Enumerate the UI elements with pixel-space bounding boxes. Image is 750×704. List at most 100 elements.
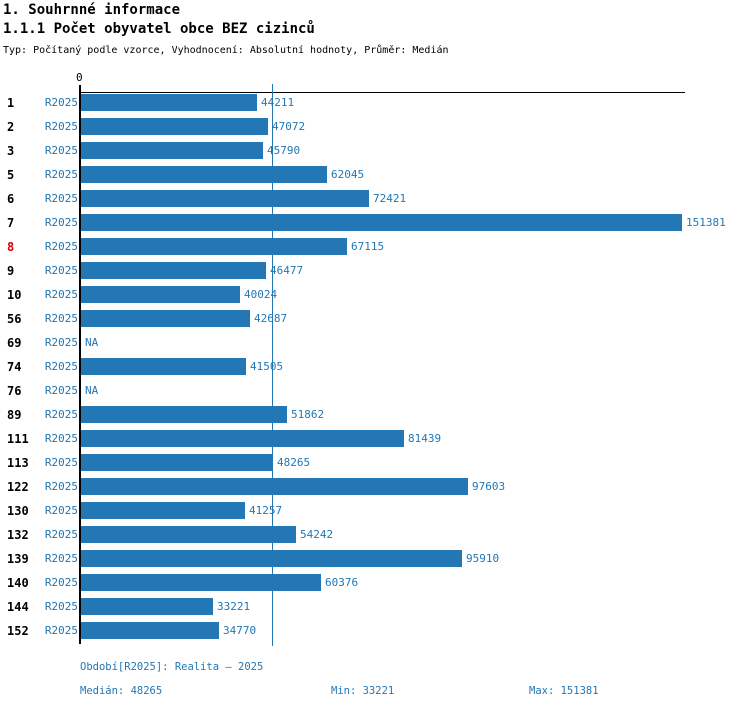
row-number-label: 76 [7,384,22,398]
value-bar [81,406,287,423]
footer-period-label: Období[R2025]: Realita – 2025 [80,661,264,673]
chart-row: 76 R2025 NA [0,379,750,403]
row-series-label: R2025 [44,360,78,373]
report-title: 1. Souhrnné informace [3,2,181,18]
row-number-label: 111 [7,432,29,446]
chart-row: 6 R2025 72421 [0,187,750,211]
value-bar [81,94,257,111]
row-number-label: 152 [7,624,29,638]
row-series-label: R2025 [44,504,78,517]
row-series-label: R2025 [44,552,78,565]
value-bar [81,358,246,375]
row-series-label: R2025 [44,168,78,181]
value-bar [81,142,263,159]
value-bar [81,574,321,591]
value-bar [81,166,327,183]
value-bar [81,478,468,495]
value-bar [81,238,347,255]
row-number-label: 144 [7,600,29,614]
bar-value-label: 40024 [244,288,278,301]
chart-row: 69 R2025 NA [0,331,750,355]
row-series-label: R2025 [44,480,78,493]
row-number-label: 130 [7,504,29,518]
chart-row: 7 R2025 151381 [0,211,750,235]
chart-row: 144 R2025 33221 [0,595,750,619]
bar-value-label: 81439 [408,432,442,445]
bar-value-label: 67115 [351,240,385,253]
bar-value-label: 51862 [291,408,325,421]
bar-value-label: 33221 [217,600,251,613]
bar-value-label: 95910 [466,552,500,565]
row-series-label: R2025 [44,120,78,133]
value-bar [81,502,245,519]
chart-row: 10 R2025 40024 [0,283,750,307]
bar-value-label: 34770 [223,624,257,637]
value-bar [81,454,273,471]
bar-value-label: 46477 [270,264,304,277]
row-series-label: R2025 [44,576,78,589]
row-series-label: R2025 [44,240,78,253]
row-series-label: R2025 [44,600,78,613]
row-series-label: R2025 [44,312,78,325]
bar-chart-rows: 1 R2025 44211 2 R2025 47072 3 R2025 45790 5 R2025 6… [0,91,750,643]
value-bar [81,310,250,327]
chart-row: 9 R2025 46477 [0,259,750,283]
row-series-label: R2025 [44,456,78,469]
row-number-label: 132 [7,528,29,542]
row-number-label: 2 [7,120,15,134]
chart-row: 8 R2025 67115 [0,235,750,259]
bar-value-label: 41505 [250,360,284,373]
value-bar [81,430,404,447]
row-number-label: 56 [7,312,22,326]
row-number-label: 140 [7,576,29,590]
bar-value-label: 47072 [272,120,306,133]
chart-row: 130 R2025 41257 [0,499,750,523]
value-bar [81,214,682,231]
na-label: NA [85,384,99,397]
chart-meta-line: Typ: Počítaný podle vzorce, Vyhodnocení:… [3,45,449,56]
row-series-label: R2025 [44,96,78,109]
row-series-label: R2025 [44,528,78,541]
row-number-label: 113 [7,456,29,470]
chart-row: 113 R2025 48265 [0,451,750,475]
x-axis-zero-label: 0 [76,71,83,84]
chart-row: 122 R2025 97603 [0,475,750,499]
row-number-label: 9 [7,264,15,278]
row-number-label: 8 [7,240,15,254]
value-bar [81,286,240,303]
bar-value-label: 41257 [249,504,283,517]
bar-value-label: 44211 [261,96,295,109]
bar-value-label: 72421 [373,192,407,205]
value-bar [81,526,296,543]
y-axis-line [79,85,81,644]
row-number-label: 3 [7,144,15,158]
row-number-label: 5 [7,168,15,182]
chart-row: 1 R2025 44211 [0,91,750,115]
chart-row: 132 R2025 54242 [0,523,750,547]
bar-value-label: 97603 [472,480,506,493]
chart-row: 5 R2025 62045 [0,163,750,187]
value-bar [81,622,219,639]
chart-row: 3 R2025 45790 [0,139,750,163]
row-series-label: R2025 [44,144,78,157]
median-gridline [272,84,273,646]
chart-row: 111 R2025 81439 [0,427,750,451]
footer-min-label: Min: 33221 [331,685,395,697]
na-label: NA [85,336,99,349]
bar-value-label: 60376 [325,576,359,589]
row-number-label: 7 [7,216,15,230]
bar-value-label: 151381 [686,216,726,229]
row-number-label: 69 [7,336,22,350]
row-number-label: 122 [7,480,29,494]
row-series-label: R2025 [44,432,78,445]
row-series-label: R2025 [44,408,78,421]
chart-row: 89 R2025 51862 [0,403,750,427]
row-number-label: 74 [7,360,22,374]
chart-row: 74 R2025 41505 [0,355,750,379]
row-series-label: R2025 [44,624,78,637]
bar-value-label: 48265 [277,456,311,469]
bar-value-label: 54242 [300,528,334,541]
row-series-label: R2025 [44,264,78,277]
footer-max-label: Max: 151381 [529,685,599,697]
chart-row: 2 R2025 47072 [0,115,750,139]
